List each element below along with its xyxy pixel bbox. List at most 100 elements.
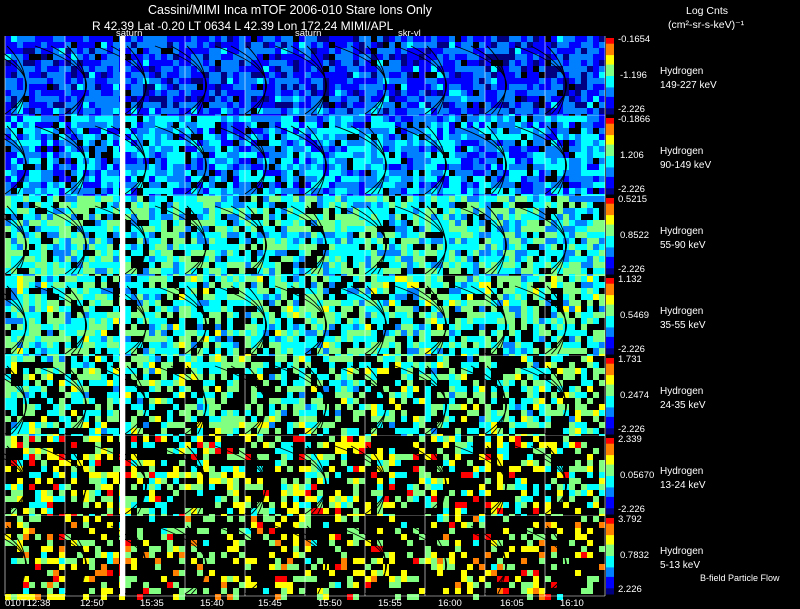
heatmap-cell — [533, 102, 539, 108]
heatmap-cell — [89, 102, 95, 108]
heatmap-cell — [101, 140, 107, 146]
heatmap-cell — [377, 90, 383, 96]
heatmap-cell — [365, 36, 371, 42]
heatmap-cell — [35, 312, 41, 318]
heatmap-cell — [215, 158, 221, 164]
heatmap-cell — [209, 208, 215, 214]
heatmap-cell — [83, 170, 89, 176]
heatmap-cell — [257, 182, 263, 188]
heatmap-cell — [53, 188, 59, 194]
heatmap-cell — [563, 232, 569, 238]
heatmap-cell — [557, 268, 563, 274]
heatmap-cell — [437, 78, 443, 84]
heatmap-cell — [329, 84, 335, 90]
heatmap-cell — [89, 66, 95, 72]
heatmap-cell — [569, 294, 575, 300]
heatmap-cell — [53, 276, 59, 282]
heatmap-cell — [443, 300, 449, 306]
heatmap-cell — [527, 102, 533, 108]
heatmap-cell — [539, 54, 545, 60]
heatmap-cell — [125, 72, 131, 78]
heatmap-cell — [125, 208, 131, 214]
heatmap-cell — [47, 42, 53, 48]
heatmap-cell — [341, 84, 347, 90]
heatmap-cell — [299, 134, 305, 140]
heatmap-cell — [155, 294, 161, 300]
heatmap-cell — [167, 36, 173, 42]
heatmap-cell — [581, 170, 587, 176]
heatmap-cell — [491, 48, 497, 54]
heatmap-cell — [167, 214, 173, 220]
heatmap-cell — [35, 256, 41, 262]
heatmap-cell — [395, 220, 401, 226]
heatmap-cell — [143, 54, 149, 60]
heatmap-cell — [263, 146, 269, 152]
heatmap-cell — [293, 116, 299, 122]
heatmap-cell — [197, 250, 203, 256]
heatmap-cell — [389, 220, 395, 226]
heatmap-cell — [167, 54, 173, 60]
heatmap-cell — [161, 66, 167, 72]
colorbar-segment — [606, 228, 614, 231]
heatmap-cell — [581, 60, 587, 66]
heatmap-cell — [35, 146, 41, 152]
heatmap-cell — [569, 196, 575, 202]
heatmap-cell — [413, 256, 419, 262]
heatmap-cell — [527, 182, 533, 188]
heatmap-cell — [527, 78, 533, 84]
heatmap-cell — [197, 72, 203, 78]
heatmap-cell — [335, 312, 341, 318]
heatmap-cell — [389, 262, 395, 268]
colorbar-segment — [606, 53, 614, 56]
heatmap-cell — [341, 108, 347, 114]
heatmap-cell — [233, 102, 239, 108]
heatmap-cell — [527, 276, 533, 282]
heatmap-cell — [491, 196, 497, 202]
heatmap-cell — [425, 238, 431, 244]
heatmap-cell — [407, 214, 413, 220]
heatmap-cell — [221, 48, 227, 54]
heatmap-cell — [383, 116, 389, 122]
heatmap-cell — [527, 96, 533, 102]
heatmap-cell — [593, 282, 599, 288]
heatmap-cell — [149, 182, 155, 188]
heatmap-cell — [59, 312, 65, 318]
heatmap-cell — [527, 134, 533, 140]
heatmap-cell — [95, 256, 101, 262]
heatmap-cell — [317, 164, 323, 170]
heatmap-cell — [551, 262, 557, 268]
heatmap-cell — [239, 66, 245, 72]
heatmap-cell — [353, 102, 359, 108]
heatmap-cell — [221, 158, 227, 164]
heatmap-cell — [497, 78, 503, 84]
heatmap-cell — [167, 108, 173, 114]
heatmap-cell — [491, 90, 497, 96]
heatmap-cell — [65, 66, 71, 72]
heatmap-cell — [221, 196, 227, 202]
heatmap-cell — [149, 188, 155, 194]
colorbar-segment — [606, 138, 614, 142]
heatmap-cell — [389, 108, 395, 114]
heatmap-cell — [191, 196, 197, 202]
heatmap-cell — [533, 152, 539, 158]
heatmap-cell — [599, 250, 605, 256]
heatmap-cell — [317, 288, 323, 294]
heatmap-cell — [593, 226, 599, 232]
heatmap-cell — [113, 78, 119, 84]
heatmap-cell — [545, 84, 551, 90]
heatmap-cell — [149, 336, 155, 342]
heatmap-cell — [395, 176, 401, 182]
heatmap-cell — [503, 214, 509, 220]
heatmap-cell — [407, 164, 413, 170]
heatmap-cell — [539, 202, 545, 208]
heatmap-cell — [209, 268, 215, 274]
heatmap-cell — [323, 54, 329, 60]
heatmap-cell — [113, 306, 119, 312]
heatmap-cell — [587, 342, 593, 348]
heatmap-cell — [149, 90, 155, 96]
colorbar-segment — [606, 230, 614, 233]
heatmap-cell — [215, 250, 221, 256]
heatmap-cell — [449, 250, 455, 256]
heatmap-cell — [431, 226, 437, 232]
heatmap-cell — [551, 164, 557, 170]
